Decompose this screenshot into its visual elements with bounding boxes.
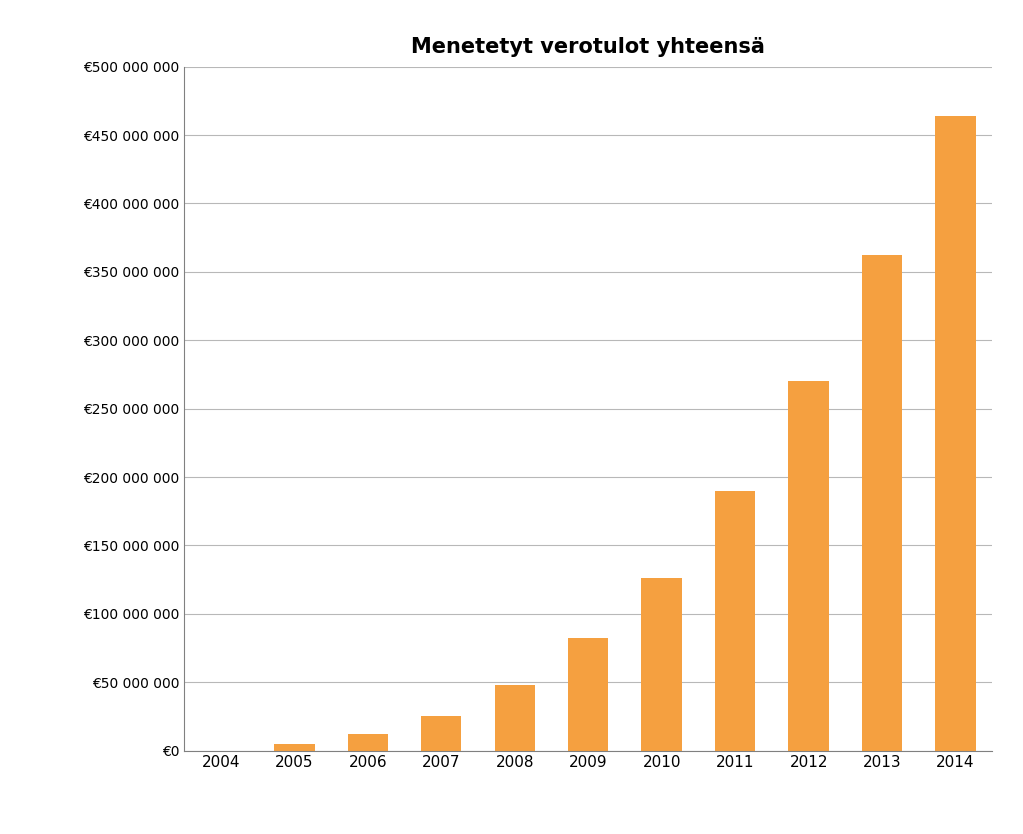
Bar	[348, 734, 388, 751]
Bar	[789, 381, 829, 751]
Bar	[568, 639, 609, 751]
Bar	[641, 578, 682, 751]
Title: Menetetyt verotulot yhteensä: Menetetyt verotulot yhteensä	[411, 37, 765, 57]
Bar	[274, 744, 314, 751]
Bar	[935, 116, 976, 751]
Bar	[862, 255, 902, 751]
Bar	[494, 685, 535, 751]
Bar	[421, 716, 461, 751]
Bar	[715, 490, 755, 751]
